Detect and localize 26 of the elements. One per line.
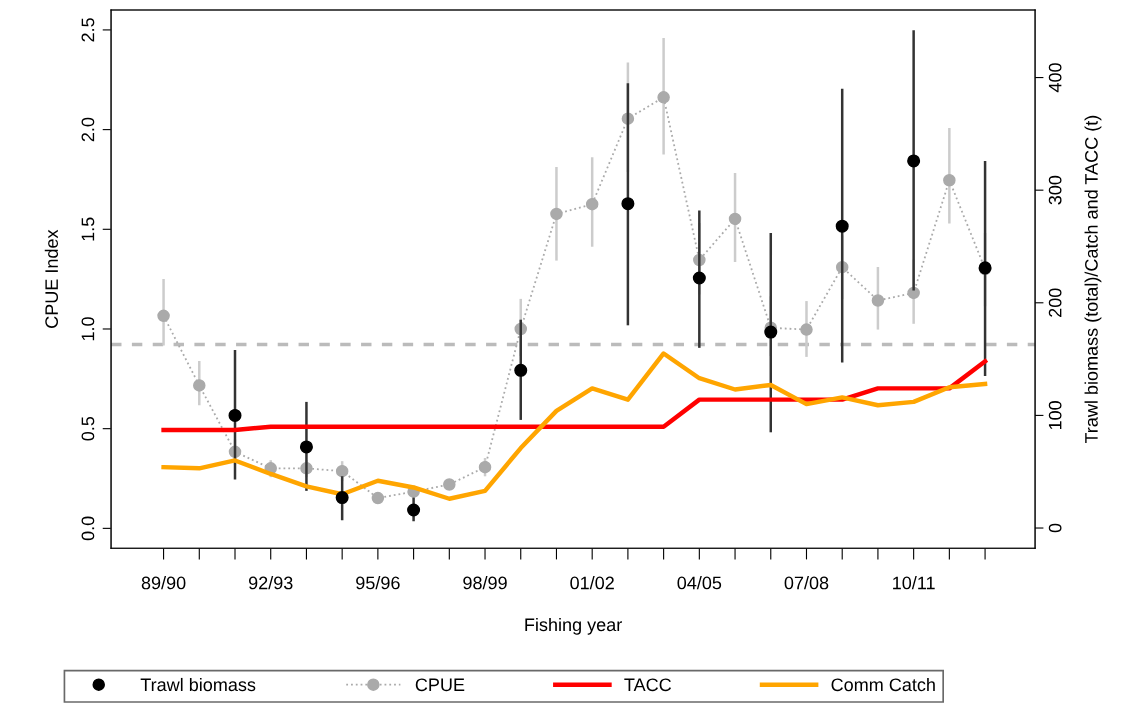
- x-tick-label: 10/11: [893, 576, 935, 590]
- legend-label: CPUE: [415, 678, 465, 692]
- x-tick-label: 95/96: [356, 576, 400, 590]
- x-axis-title: Fishing year: [525, 617, 622, 635]
- x-tick-label: 98/99: [463, 576, 507, 590]
- legend-label: Trawl biomass: [140, 677, 256, 692]
- y2-tick-label: 200: [1048, 288, 1062, 317]
- y-tick-label: 0.0: [81, 516, 95, 541]
- x-tick-label: 89/90: [141, 576, 186, 590]
- y2-tick-label: 100: [1048, 401, 1062, 430]
- y-tick-label: 2.5: [81, 18, 95, 42]
- y-tick-label: 2.0: [81, 117, 95, 142]
- y2-tick-label: 0: [1048, 523, 1062, 533]
- x-tick-label: 07/08: [784, 576, 829, 590]
- y2-tick-label: 300: [1048, 175, 1062, 205]
- legend-label: TACC: [624, 678, 672, 692]
- y-tick-label: 1.5: [81, 217, 95, 241]
- legend-label: Comm Catch: [831, 677, 935, 692]
- x-tick-label: 92/93: [248, 576, 293, 590]
- y-axis-title: CPUE Index: [44, 229, 59, 328]
- x-tick-label: 01/02: [570, 576, 614, 590]
- y-tick-label: 1.0: [81, 317, 95, 341]
- y2-tick-label: 400: [1048, 63, 1062, 93]
- y-tick-label: 0.5: [81, 416, 95, 441]
- x-tick-label: 04/05: [677, 576, 722, 590]
- y2-axis-title: Trawl biomass (total)/Catch and TACC (t): [1084, 115, 1102, 444]
